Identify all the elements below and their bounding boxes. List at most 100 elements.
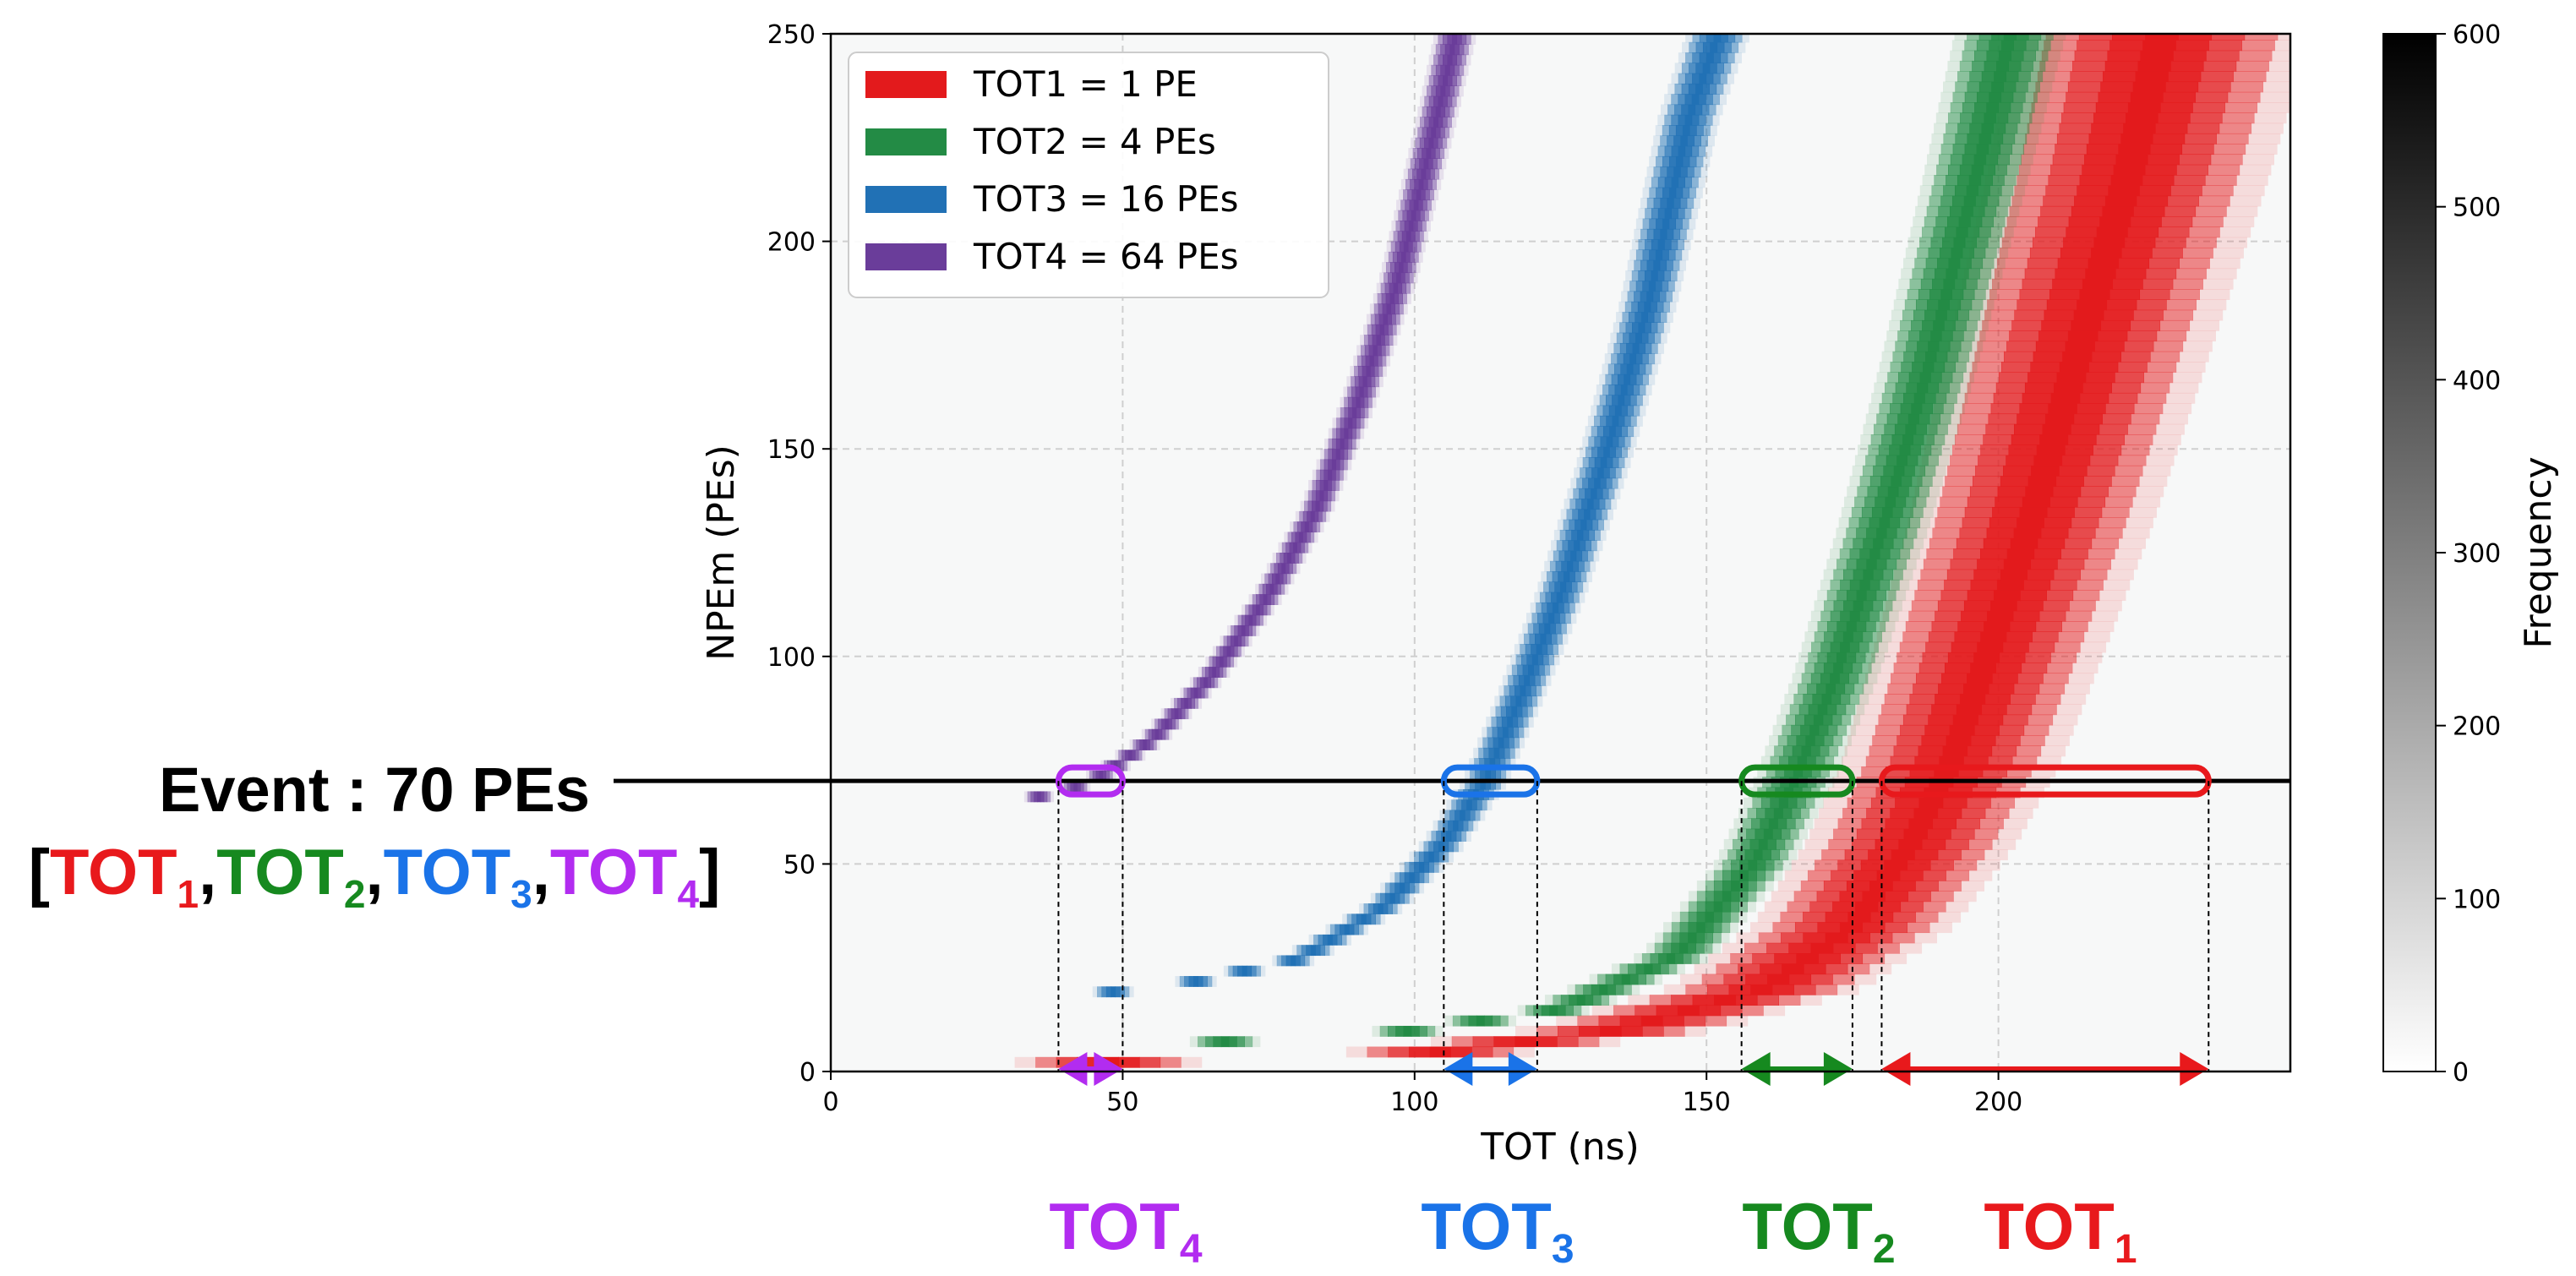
heatmap-cell	[1579, 540, 1586, 552]
heatmap-cell	[1865, 621, 1876, 632]
heatmap-cell	[1306, 945, 1312, 957]
heatmap-cell	[2022, 496, 2051, 508]
heatmap-cell	[1678, 208, 1685, 220]
heatmap-cell	[1913, 434, 1924, 445]
heatmap-cell	[1635, 374, 1643, 385]
heatmap-cell	[1682, 41, 1689, 53]
heatmap-cell	[1957, 392, 1968, 404]
heatmap-cell	[1702, 155, 1711, 167]
heatmap-cell	[1351, 417, 1357, 429]
heatmap-cell	[2065, 444, 2093, 456]
heatmap-cell	[1632, 342, 1640, 354]
heatmap-cell	[1655, 932, 1664, 944]
heatmap-cell	[1345, 934, 1352, 946]
heatmap-cell	[1596, 488, 1603, 499]
heatmap-cell	[1924, 216, 1937, 228]
heatmap-cell	[2219, 123, 2252, 134]
heatmap-cell	[1932, 818, 1957, 830]
heatmap-cell	[1627, 259, 1635, 271]
tot-list-sep: ,	[365, 837, 383, 908]
heatmap-cell	[1924, 465, 1936, 477]
heatmap-cell	[1836, 590, 1847, 602]
heatmap-cell	[1398, 210, 1404, 221]
heatmap-cell	[1649, 155, 1656, 167]
heatmap-cell	[1390, 241, 1396, 253]
heatmap-cell	[1499, 1015, 1509, 1027]
heatmap-cell	[1418, 861, 1425, 873]
heatmap-cell	[1351, 386, 1356, 398]
heatmap-cell	[2265, 71, 2290, 83]
heatmap-cell	[1428, 137, 1434, 149]
heatmap-cell	[1629, 415, 1637, 427]
heatmap-cell	[1378, 303, 1384, 315]
heatmap-cell	[1818, 953, 1842, 964]
heatmap-cell	[1991, 745, 2017, 757]
heatmap-cell	[1158, 728, 1163, 740]
heatmap-cell	[1268, 573, 1273, 585]
heatmap-cell	[1392, 324, 1397, 335]
heatmap-cell	[1635, 281, 1643, 292]
heatmap-cell	[1619, 322, 1627, 334]
heatmap-cell	[2066, 91, 2099, 103]
heatmap-cell	[1233, 646, 1238, 657]
heatmap-cell	[1583, 984, 1592, 995]
heatmap-cell	[1836, 621, 1847, 632]
heatmap-cell	[1262, 583, 1267, 595]
heatmap-cell	[1494, 695, 1501, 707]
heatmap-cell	[2038, 216, 2070, 228]
heatmap-cell	[1482, 799, 1487, 811]
heatmap-cell	[2108, 185, 2140, 197]
heatmap-cell	[1281, 542, 1286, 553]
heatmap-cell	[1411, 262, 1416, 274]
heatmap-cell	[1504, 685, 1510, 697]
heatmap-cell	[1211, 976, 1217, 987]
heatmap-cell	[1575, 550, 1583, 562]
heatmap-cell	[1580, 571, 1587, 582]
heatmap-cell	[1538, 623, 1545, 635]
heatmap-cell	[1618, 457, 1625, 468]
heatmap-cell	[1918, 797, 1944, 809]
heatmap-cell	[2017, 299, 2048, 311]
heatmap-cell	[1370, 365, 1375, 377]
heatmap-cell	[2012, 91, 2026, 103]
heatmap-cell	[2086, 144, 2119, 155]
heatmap-cell	[2142, 40, 2176, 52]
heatmap-cell	[1687, 135, 1695, 147]
heatmap-cell	[2208, 40, 2242, 52]
heatmap-cell	[1778, 995, 1801, 1006]
heatmap-cell	[1606, 477, 1613, 489]
heatmap-cell	[1618, 395, 1625, 406]
heatmap-cell	[1534, 674, 1541, 686]
heatmap-cell	[1947, 652, 1974, 663]
heatmap-cell	[1344, 438, 1349, 450]
heatmap-cell	[2124, 237, 2156, 248]
heatmap-cell	[1722, 870, 1732, 881]
heatmap-cell	[1887, 683, 1913, 695]
heatmap-cell	[1429, 1046, 1451, 1058]
heatmap-cell	[2062, 351, 2093, 363]
heatmap-cell	[1706, 984, 1730, 995]
heatmap-cell	[2268, 60, 2290, 72]
heatmap-cell	[1846, 881, 1870, 892]
heatmap-cell	[1621, 426, 1629, 438]
heatmap-cell	[1937, 808, 1962, 819]
heatmap-cell	[1836, 652, 1847, 663]
heatmap-cell	[1587, 499, 1594, 510]
heatmap-cell	[1334, 490, 1340, 502]
heatmap-cell	[1470, 778, 1476, 790]
heatmap-cell	[1474, 810, 1481, 821]
colorbar-tick-label: 400	[2453, 366, 2501, 395]
heatmap-cell	[1392, 903, 1398, 914]
heatmap-cell	[1421, 241, 1426, 253]
heatmap-cell	[1330, 500, 1335, 512]
heatmap-cell	[1588, 529, 1596, 541]
heatmap-cell	[1416, 241, 1422, 253]
heatmap-cell	[1706, 94, 1713, 106]
heatmap-cell	[2000, 185, 2014, 197]
heatmap-cell	[1640, 291, 1647, 303]
heatmap-cell	[1631, 984, 1640, 995]
heatmap-cell	[1288, 563, 1293, 575]
heatmap-cell	[1738, 901, 1748, 913]
heatmap-cell	[2274, 40, 2290, 52]
